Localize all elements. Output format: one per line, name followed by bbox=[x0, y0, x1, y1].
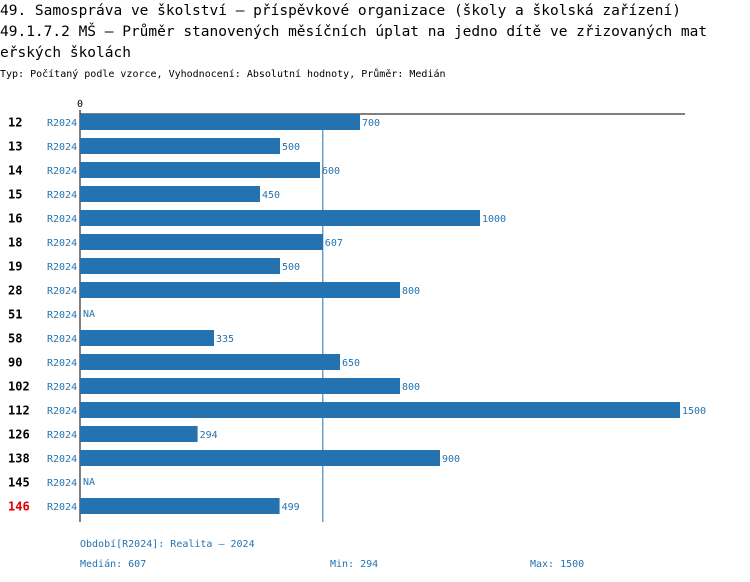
value-label: NA bbox=[83, 309, 95, 320]
row-label: 138 bbox=[8, 452, 30, 466]
value-label: 500 bbox=[282, 262, 300, 273]
series-label: R2024 bbox=[47, 238, 77, 249]
value-label: 650 bbox=[342, 358, 360, 369]
value-label: 1000 bbox=[482, 214, 506, 225]
row-label: 28 bbox=[8, 284, 22, 298]
value-label: 335 bbox=[216, 334, 234, 345]
row-label: 58 bbox=[8, 332, 22, 346]
bar bbox=[80, 450, 440, 466]
row-label: 146 bbox=[8, 500, 30, 514]
series-label: R2024 bbox=[47, 286, 77, 297]
value-label: 607 bbox=[325, 238, 343, 249]
series-label: R2024 bbox=[47, 118, 77, 129]
bar bbox=[80, 354, 340, 370]
value-label: 500 bbox=[282, 142, 300, 153]
title-line: eřských školách bbox=[0, 45, 131, 61]
series-label: R2024 bbox=[47, 166, 77, 177]
row-label: 112 bbox=[8, 404, 30, 418]
row-label: 14 bbox=[8, 164, 22, 178]
title-line: 49. Samospráva ve školství – příspěvkové… bbox=[0, 3, 681, 19]
row-label: 18 bbox=[8, 236, 22, 250]
row-label: 102 bbox=[8, 380, 30, 394]
stat-label: Max: bbox=[530, 559, 554, 570]
period: Období[R2024]: Realita – 2024 bbox=[80, 538, 255, 550]
bar bbox=[80, 258, 280, 274]
series-label: R2024 bbox=[47, 502, 77, 513]
value-label: 1500 bbox=[682, 406, 706, 417]
series-label: R2024 bbox=[47, 454, 77, 465]
series-label: R2024 bbox=[47, 430, 77, 441]
series-label: R2024 bbox=[47, 142, 77, 153]
bar bbox=[80, 210, 480, 226]
series-label: R2024 bbox=[47, 334, 77, 345]
bar bbox=[80, 498, 280, 514]
row-label: 12 bbox=[8, 116, 22, 130]
bar bbox=[80, 426, 198, 442]
stat-label: Medián: bbox=[80, 558, 122, 570]
series-label: R2024 bbox=[47, 382, 77, 393]
bar bbox=[80, 330, 214, 346]
bar bbox=[80, 282, 400, 298]
series-label: R2024 bbox=[47, 406, 77, 417]
stat: Medián: 607 bbox=[80, 558, 146, 570]
row-label: 90 bbox=[8, 356, 22, 370]
value-label: 450 bbox=[262, 190, 280, 201]
bar bbox=[80, 234, 323, 250]
bar bbox=[80, 138, 280, 154]
row-label: 51 bbox=[8, 308, 22, 322]
title-line: 49.1.7.2 MŠ – Průměr stanovených měsíční… bbox=[0, 22, 707, 40]
stat: Min: 294 bbox=[330, 559, 378, 570]
row-label: 16 bbox=[8, 212, 22, 226]
row-label: 126 bbox=[8, 428, 30, 442]
subtitle: Typ: Počítaný podle vzorce, Vyhodnocení:… bbox=[0, 68, 446, 80]
stat-label: Min: bbox=[330, 559, 354, 570]
value-label: 499 bbox=[282, 502, 300, 513]
stat-value: 607 bbox=[128, 559, 146, 570]
value-label: NA bbox=[83, 477, 95, 488]
row-label: 145 bbox=[8, 476, 30, 490]
value-label: 900 bbox=[442, 454, 460, 465]
value-label: 800 bbox=[402, 382, 420, 393]
x-tick-label: 0 bbox=[77, 99, 83, 110]
series-label: R2024 bbox=[47, 190, 77, 201]
value-label: 600 bbox=[322, 166, 340, 177]
value-label: 294 bbox=[200, 430, 218, 441]
stat-value: 294 bbox=[360, 559, 378, 570]
row-label: 15 bbox=[8, 188, 22, 202]
series-label: R2024 bbox=[47, 478, 77, 489]
bar bbox=[80, 402, 680, 418]
value-label: 800 bbox=[402, 286, 420, 297]
stat: Max: 1500 bbox=[530, 559, 584, 570]
series-label: R2024 bbox=[47, 214, 77, 225]
series-label: R2024 bbox=[47, 310, 77, 321]
value-label: 700 bbox=[362, 118, 380, 129]
bar bbox=[80, 378, 400, 394]
stat-value: 1500 bbox=[560, 559, 584, 570]
series-label: R2024 bbox=[47, 358, 77, 369]
bar bbox=[80, 114, 360, 130]
row-label: 13 bbox=[8, 140, 22, 154]
series-label: R2024 bbox=[47, 262, 77, 273]
bar bbox=[80, 162, 320, 178]
bar bbox=[80, 186, 260, 202]
row-label: 19 bbox=[8, 260, 22, 274]
